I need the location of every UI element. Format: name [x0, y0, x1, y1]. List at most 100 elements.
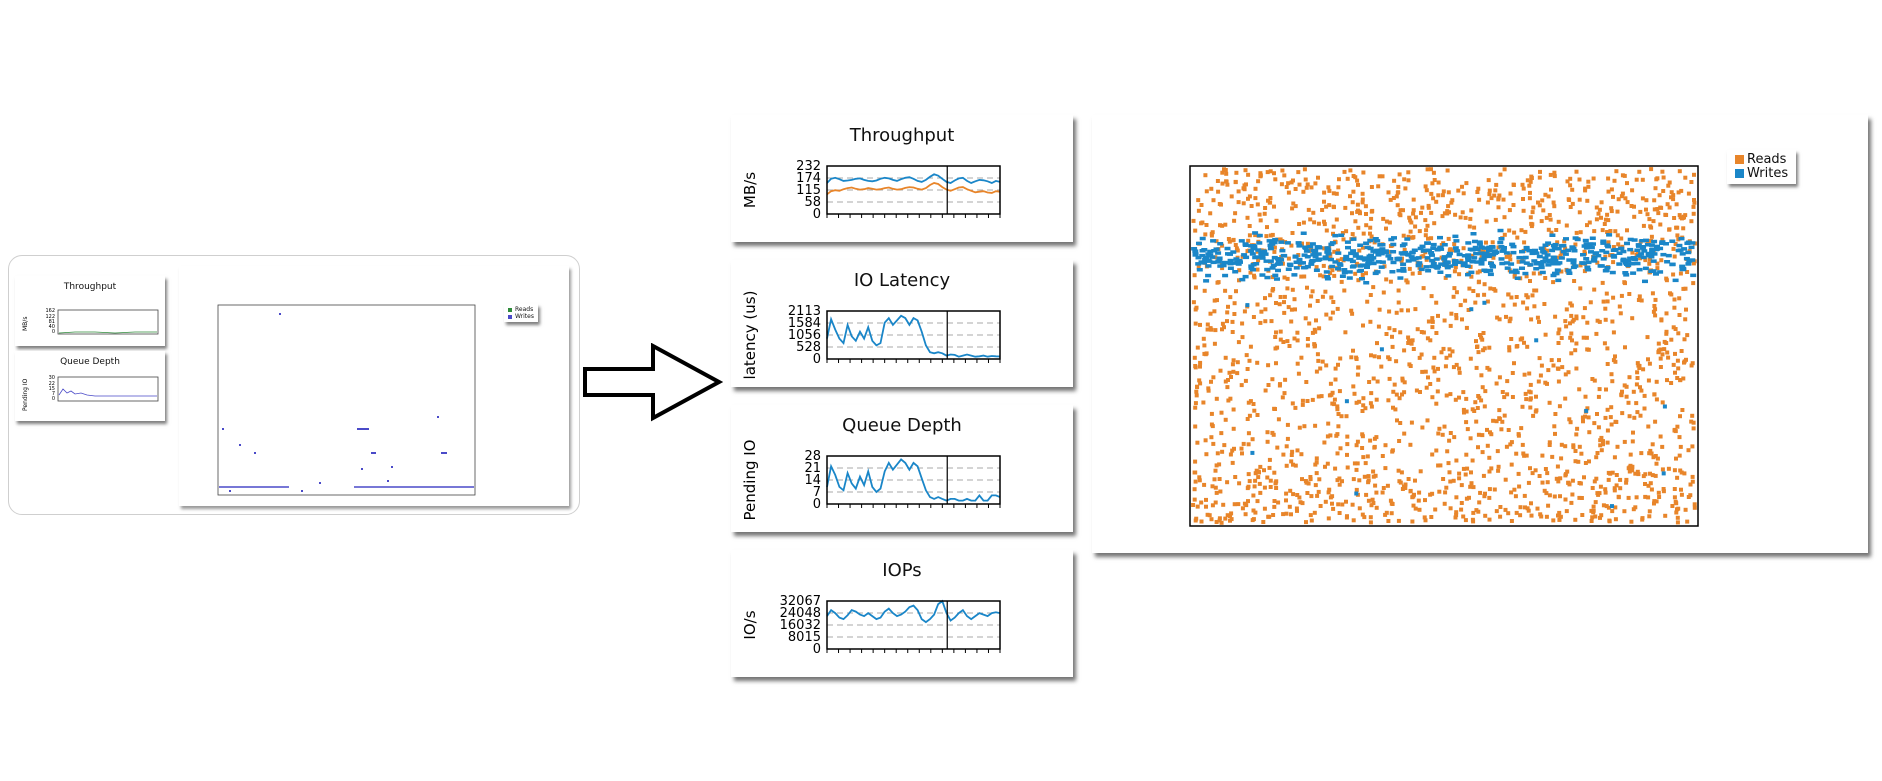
read-point — [1629, 204, 1634, 208]
read-point — [1511, 203, 1516, 207]
read-point — [1371, 501, 1376, 505]
thumb-scatter-frame — [217, 304, 476, 496]
read-point — [1508, 257, 1513, 262]
read-point — [1520, 442, 1525, 447]
read-point — [1528, 390, 1533, 395]
read-point — [1464, 409, 1469, 414]
y-tick-label: 28 — [804, 449, 821, 464]
write-point — [1540, 249, 1547, 254]
read-point — [1369, 209, 1374, 214]
write-point — [1519, 266, 1525, 270]
thumb-qd-line — [58, 388, 157, 397]
read-point — [1315, 299, 1320, 303]
read-point — [1416, 498, 1421, 503]
read-point — [1316, 489, 1321, 494]
read-point — [1480, 337, 1485, 342]
write-point — [1429, 258, 1436, 263]
write-point — [1304, 255, 1311, 259]
read-point — [1690, 413, 1695, 418]
read-point — [1348, 194, 1352, 199]
write-point — [1660, 252, 1667, 257]
writes-points — [1191, 228, 1697, 509]
write-point — [1324, 246, 1331, 250]
read-point — [1559, 442, 1564, 447]
write-point — [1329, 241, 1336, 245]
read-point — [1362, 515, 1367, 520]
read-point — [1614, 169, 1619, 174]
read-point — [1398, 480, 1403, 485]
read-point — [1663, 513, 1668, 518]
write-point — [1536, 254, 1543, 259]
write-point — [1540, 259, 1547, 264]
read-point — [1458, 303, 1463, 308]
write-point — [1433, 265, 1440, 269]
read-point — [1548, 172, 1553, 177]
read-point — [1399, 308, 1404, 313]
write-point — [1563, 237, 1569, 241]
read-point — [1556, 341, 1561, 345]
read-point — [1547, 440, 1552, 445]
read-point — [1692, 502, 1697, 507]
read-point — [1195, 345, 1200, 350]
read-point — [1295, 338, 1300, 343]
read-point — [1677, 296, 1682, 301]
read-point — [1313, 329, 1318, 334]
write-point — [1600, 239, 1607, 243]
read-point — [1563, 473, 1568, 478]
read-point — [1426, 205, 1431, 210]
read-point — [1521, 197, 1525, 201]
read-point — [1291, 201, 1296, 206]
write-point — [1627, 237, 1634, 242]
read-point — [1544, 215, 1549, 220]
read-point — [1672, 468, 1677, 473]
read-point — [1605, 346, 1610, 351]
read-point — [1629, 519, 1634, 524]
read-point — [1304, 520, 1308, 525]
read-point — [1324, 312, 1329, 317]
read-point — [1451, 478, 1456, 483]
read-point — [1664, 329, 1669, 334]
read-point — [1692, 172, 1696, 177]
read-point — [1634, 382, 1639, 387]
read-point — [1226, 378, 1230, 382]
read-point — [1661, 487, 1666, 491]
read-point — [1253, 510, 1258, 515]
write-point — [1215, 260, 1222, 264]
read-point — [1292, 336, 1297, 341]
y-tick-label: 32067 — [780, 594, 821, 609]
read-point — [1274, 218, 1279, 223]
write-point — [1488, 261, 1494, 265]
write-point — [1584, 265, 1591, 269]
read-point — [1242, 183, 1247, 188]
read-point — [1284, 498, 1288, 503]
read-point — [1437, 489, 1442, 494]
read-point — [1255, 302, 1260, 307]
write-point — [1215, 251, 1222, 255]
write-point — [1302, 246, 1309, 250]
read-point — [1678, 215, 1683, 220]
read-point — [1638, 413, 1643, 418]
read-point — [1612, 488, 1617, 493]
read-point — [1333, 466, 1338, 471]
read-point — [1303, 316, 1308, 321]
read-point — [1516, 259, 1521, 264]
read-point — [1577, 444, 1582, 449]
read-point — [1634, 177, 1639, 182]
thumbnail-preview[interactable]: Throughput MB/s 162 122 81 40 0 Queue De… — [8, 255, 580, 515]
read-point — [1444, 355, 1449, 360]
read-point — [1498, 505, 1503, 509]
read-point — [1570, 492, 1575, 497]
read-point — [1256, 179, 1261, 184]
read-point — [1387, 249, 1392, 254]
write-point — [1255, 248, 1262, 252]
read-point — [1306, 207, 1311, 212]
read-point — [1214, 520, 1219, 524]
read-point — [1257, 481, 1262, 486]
write-point — [1510, 250, 1517, 255]
read-point — [1231, 238, 1236, 243]
write-point — [1627, 256, 1634, 260]
write-point — [1314, 245, 1321, 249]
read-point — [1625, 200, 1630, 205]
write-point — [1523, 245, 1530, 250]
read-point — [1503, 507, 1508, 512]
